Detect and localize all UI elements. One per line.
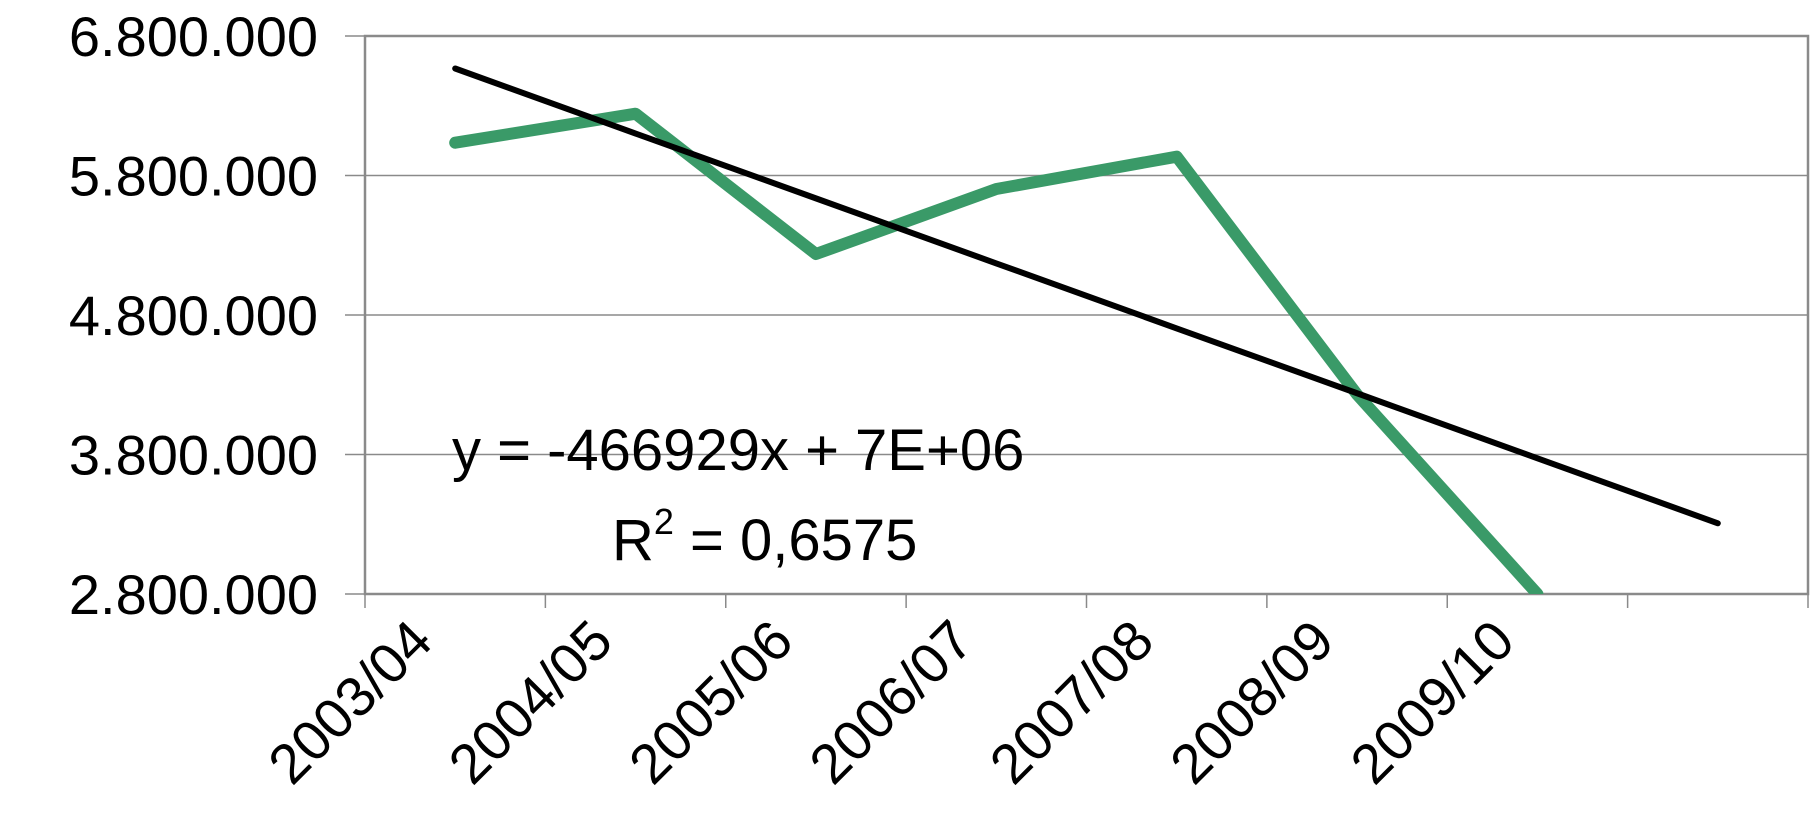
y-tick-label: 6.800.000 — [69, 5, 318, 68]
y-tick-label: 2.800.000 — [69, 563, 318, 626]
r-squared: R2 = 0,6575 — [612, 501, 917, 573]
x-tick-label: 2008/09 — [1158, 608, 1346, 796]
x-tick-label: 2006/07 — [797, 608, 985, 796]
plot-area — [449, 65, 1721, 594]
x-tick-label: 2003/04 — [256, 608, 444, 796]
trend-line — [452, 65, 1721, 527]
x-tick-label: 2004/05 — [436, 608, 624, 796]
r-sup: 2 — [654, 501, 674, 542]
x-tick-label: 2009/10 — [1338, 608, 1526, 796]
y-tick-label: 3.800.000 — [69, 424, 318, 487]
y-tick-label: 5.800.000 — [69, 145, 318, 208]
x-tick-label: 2007/08 — [977, 608, 1165, 796]
y-tick-label: 4.800.000 — [69, 284, 318, 347]
r-base: R — [612, 508, 654, 573]
x-tick-label: 2005/06 — [617, 608, 805, 796]
trend-equation: y = -466929x + 7E+06 — [452, 418, 1024, 483]
r-rest: = 0,6575 — [674, 508, 918, 573]
